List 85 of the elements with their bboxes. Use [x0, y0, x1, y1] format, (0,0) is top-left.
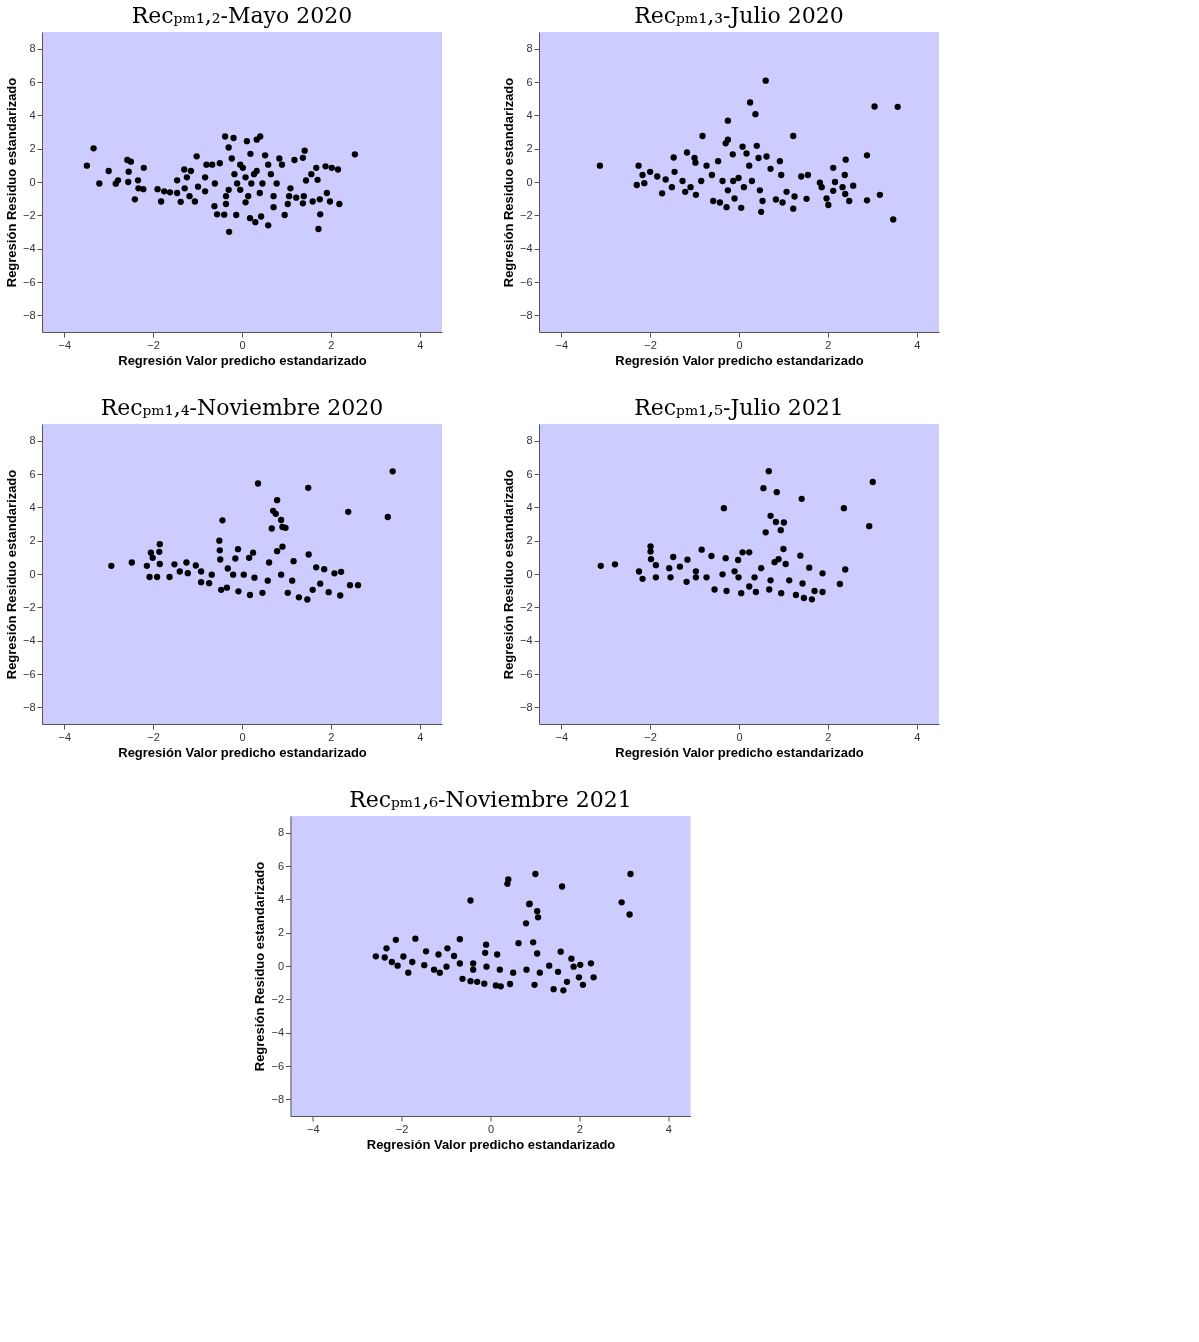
x-axis-title: Regresión Valor predicho estandarizado	[118, 352, 367, 368]
y-tick-label: 4	[526, 108, 533, 121]
y-tick-label: −2	[519, 600, 533, 613]
x-tick-label: 4	[914, 730, 921, 743]
y-tick-label: 2	[526, 142, 533, 155]
y-tick-label: −8	[22, 700, 36, 713]
x-tick-label: 4	[417, 338, 424, 351]
y-tick-label: −6	[519, 667, 533, 680]
x-tick-label: −2	[644, 730, 657, 743]
y-tick-label: 4	[277, 892, 284, 905]
y-tick-label: 2	[526, 534, 533, 547]
y-tick-label: −8	[519, 308, 533, 321]
y-tick-label: −8	[22, 308, 36, 321]
x-tick-label: −4	[58, 730, 71, 743]
y-tick-label: 6	[526, 467, 533, 480]
y-tick-label: 0	[526, 567, 533, 580]
x-tick-label: 0	[487, 1122, 495, 1135]
chart-title: Recₚₘ₁,₅-Julio 2021	[634, 395, 844, 420]
chart-title: Recₚₘ₁,₃-Julio 2020	[634, 3, 844, 28]
y-tick-label: −2	[519, 208, 533, 221]
y-tick-label: 6	[29, 75, 36, 88]
y-tick-label: 8	[526, 434, 533, 447]
y-tick-label: −6	[519, 275, 533, 288]
y-tick-label: −4	[519, 634, 533, 647]
x-tick-label: 4	[914, 338, 921, 351]
y-axis-title: Regresión Residuo estandarizado	[252, 861, 268, 1072]
y-tick-label: −4	[519, 242, 533, 255]
y-tick-label: 8	[29, 434, 36, 447]
y-tick-label: 2	[29, 534, 36, 547]
y-tick-label: −2	[22, 208, 36, 221]
x-axis-title: Regresión Valor predicho estandarizado	[615, 352, 864, 368]
chart-title: Recₚₘ₁,₄-Noviembre 2020	[100, 395, 384, 420]
y-tick-label: 6	[526, 75, 533, 88]
x-axis-title: Regresión Valor predicho estandarizado	[615, 744, 864, 760]
y-tick-label: 2	[29, 142, 36, 155]
x-tick-label: −2	[147, 338, 160, 351]
y-tick-label: −2	[271, 992, 284, 1005]
y-tick-label: 6	[277, 859, 284, 872]
y-tick-label: 4	[526, 500, 533, 513]
x-tick-label: −4	[306, 1122, 320, 1135]
x-tick-label: 2	[825, 338, 832, 351]
x-tick-label: 0	[239, 338, 246, 351]
y-tick-label: 6	[29, 467, 36, 480]
y-tick-label: −4	[271, 1026, 284, 1039]
y-tick-label: 2	[277, 926, 284, 939]
y-tick-label: −8	[519, 700, 533, 713]
x-tick-label: 2	[328, 730, 335, 743]
x-tick-label: 0	[736, 730, 743, 743]
y-tick-label: 8	[526, 42, 533, 55]
chart-title: Recₚₘ₁,₂-Mayo 2020	[131, 3, 353, 28]
x-tick-label: 2	[328, 338, 335, 351]
y-tick-label: −8	[271, 1092, 284, 1105]
y-axis-title: Regresión Residuo estandarizado	[3, 469, 19, 680]
y-tick-label: 8	[277, 826, 284, 839]
x-tick-label: 4	[665, 1122, 672, 1135]
y-tick-label: −6	[22, 667, 36, 680]
y-tick-label: −4	[22, 242, 36, 255]
chart-title: Recₚₘ₁,₆-Noviembre 2021	[349, 787, 632, 812]
x-tick-label: 0	[736, 338, 743, 351]
y-axis-title: Regresión Residuo estandarizado	[500, 77, 516, 288]
y-tick-label: −4	[22, 634, 36, 647]
y-tick-label: −2	[22, 600, 36, 613]
y-tick-label: 0	[29, 175, 36, 188]
x-tick-label: −2	[395, 1122, 409, 1135]
x-tick-label: 2	[825, 730, 832, 743]
y-axis-title: Regresión Residuo estandarizado	[500, 469, 516, 680]
y-axis-title: Regresión Residuo estandarizado	[3, 77, 19, 288]
y-tick-label: 4	[29, 500, 36, 513]
x-axis-title: Regresión Valor predicho estandarizado	[118, 744, 367, 760]
x-tick-label: 4	[417, 730, 424, 743]
y-tick-label: −6	[22, 275, 36, 288]
y-tick-label: 0	[29, 567, 36, 580]
y-tick-label: 8	[29, 42, 36, 55]
y-tick-label: 0	[277, 959, 284, 972]
x-axis-title: Regresión Valor predicho estandarizado	[366, 1136, 616, 1152]
x-tick-label: 0	[239, 730, 246, 743]
y-tick-label: 0	[526, 175, 533, 188]
x-tick-label: −4	[58, 338, 71, 351]
x-tick-label: −4	[555, 338, 568, 351]
x-tick-label: −2	[147, 730, 160, 743]
y-tick-label: 4	[29, 108, 36, 121]
x-tick-label: −4	[555, 730, 568, 743]
y-tick-label: −6	[271, 1059, 284, 1072]
x-tick-label: 2	[576, 1122, 583, 1135]
x-tick-label: −2	[644, 338, 657, 351]
